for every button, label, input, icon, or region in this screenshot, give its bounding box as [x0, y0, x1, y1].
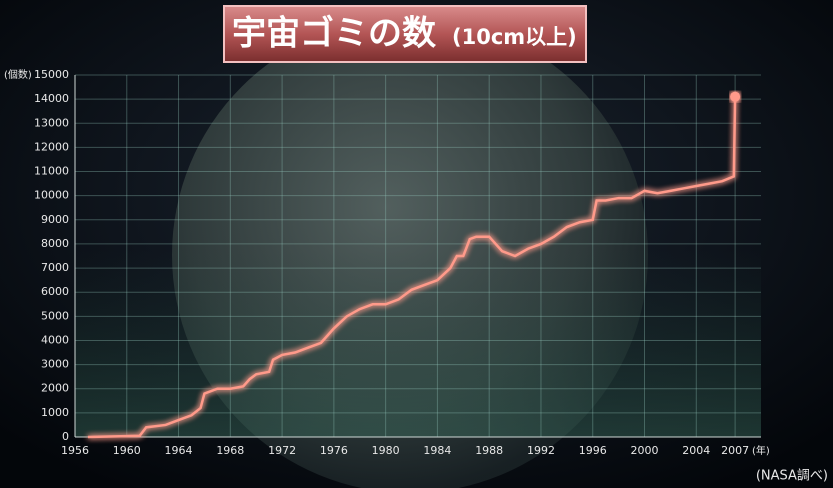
y-tick-label: 11000	[34, 165, 69, 178]
y-tick-label: 6000	[41, 285, 69, 298]
x-tick-label: 1992	[527, 444, 555, 457]
y-axis-label: (個数)	[4, 68, 32, 81]
x-tick-label: 1980	[372, 444, 400, 457]
x-tick-label: 1956	[61, 444, 89, 457]
y-tick-label: 7000	[41, 261, 69, 274]
x-tick-label: 2000	[631, 444, 659, 457]
x-tick-label: 1960	[113, 444, 141, 457]
y-tick-label: 4000	[41, 333, 69, 346]
y-tick-label: 13000	[34, 116, 69, 129]
y-tick-label: 0	[62, 430, 69, 443]
y-tick-label: 10000	[34, 189, 69, 202]
x-tick-label: 1964	[165, 444, 193, 457]
x-tick-label: 1984	[423, 444, 451, 457]
chart-title: 宇宙ゴミの数	[232, 14, 436, 54]
end-point	[730, 91, 741, 102]
plot-glow	[75, 250, 761, 437]
x-axis-label: (年)	[752, 444, 770, 457]
y-tick-label: 9000	[41, 213, 69, 226]
x-tick-label: 1972	[268, 444, 296, 457]
data-line	[87, 96, 737, 439]
y-tick-label: 8000	[41, 237, 69, 250]
x-tick-label: 1988	[475, 444, 503, 457]
x-tick-label: 1996	[579, 444, 607, 457]
y-tick-label: 5000	[41, 309, 69, 322]
x-tick-label: 2007	[721, 444, 749, 457]
x-tick-label: 2004	[682, 444, 710, 457]
y-tick-label: 3000	[41, 358, 69, 371]
source-note: (NASA調べ)	[756, 469, 828, 484]
y-tick-label: 1000	[41, 406, 69, 419]
y-tick-label: 2000	[41, 382, 69, 395]
x-tick-label: 1976	[320, 444, 348, 457]
y-tick-label: 15000	[34, 68, 69, 81]
chart-subtitle: (10cm以上)	[452, 25, 577, 49]
y-tick-label: 14000	[34, 92, 69, 105]
x-tick-label: 1968	[216, 444, 244, 457]
y-tick-label: 12000	[34, 140, 69, 153]
title-box	[223, 5, 587, 63]
